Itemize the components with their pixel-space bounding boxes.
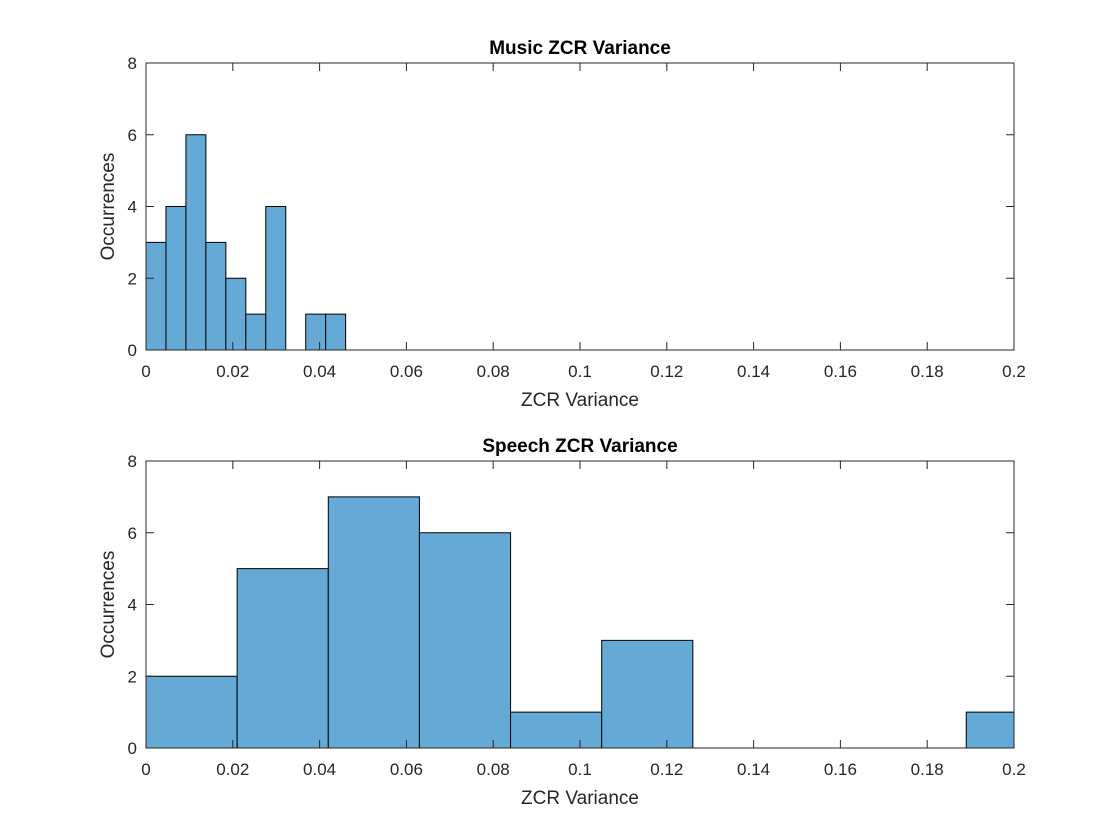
x-tick-label: 0.04	[303, 760, 336, 779]
x-tick-label: 0.12	[650, 362, 683, 381]
y-tick-label: 2	[128, 667, 137, 686]
y-tick-label: 6	[128, 126, 137, 145]
histogram-bar	[205, 241, 227, 351]
x-tick-label: 0.2	[1002, 362, 1026, 381]
x-axis-label: ZCR Variance	[521, 390, 639, 411]
histogram-bar	[601, 639, 694, 749]
histogram-bar	[225, 277, 247, 351]
y-tick-label: 4	[128, 596, 137, 615]
histogram-bar	[185, 134, 207, 351]
x-tick-label: 0.1	[568, 760, 592, 779]
y-axis-label: Occurrences	[98, 153, 119, 261]
axis-ticks: 0 0.02 0.04 0.06 0.08 0.1 0.12 0.14 0.16 0.18 0.2 0…	[128, 54, 1026, 381]
y-tick-label: 4	[128, 198, 137, 217]
x-tick-label: 0.02	[216, 362, 249, 381]
x-tick-label: 0.2	[1002, 760, 1026, 779]
histogram-bar	[510, 711, 603, 749]
axis-ticks: 0 0.02 0.04 0.06 0.08 0.1 0.12 0.14 0.16 0.18 0.2 0…	[128, 452, 1026, 779]
x-tick-label: 0.14	[737, 760, 770, 779]
x-tick-label: 0.08	[477, 760, 510, 779]
x-tick-label: 0	[141, 760, 150, 779]
histogram-bars	[145, 496, 1015, 749]
subplot-speech: Speech ZCR Variance 0 0.02 0.04 0.06 0.08 0.1…	[98, 436, 1026, 809]
x-tick-label: 0	[141, 362, 150, 381]
histogram-bar	[145, 675, 238, 749]
y-tick-label: 0	[128, 739, 137, 758]
y-tick-label: 0	[128, 341, 137, 360]
x-tick-label: 0.14	[737, 362, 770, 381]
histogram-bar	[265, 206, 287, 351]
histogram-bar	[327, 496, 420, 749]
subplot-title: Music ZCR Variance	[489, 38, 671, 59]
y-tick-label: 6	[128, 524, 137, 543]
y-tick-label: 2	[128, 269, 137, 288]
histogram-bar	[145, 241, 167, 351]
axes-box	[145, 62, 1015, 351]
subplot-title: Speech ZCR Variance	[482, 436, 677, 457]
histogram-bar	[305, 313, 327, 351]
subplot-music: Music ZCR Variance 0 0.02 0.04 0.06 0.08 0.1 0…	[98, 38, 1026, 411]
y-axis-label: Occurrences	[98, 551, 119, 659]
histogram-bars	[145, 134, 347, 351]
y-tick-label: 8	[128, 54, 137, 73]
x-tick-label: 0.16	[824, 760, 857, 779]
x-tick-label: 0.12	[650, 760, 683, 779]
histogram-bar	[236, 568, 329, 749]
x-tick-label: 0.04	[303, 362, 336, 381]
x-tick-label: 0.08	[477, 362, 510, 381]
y-tick-label: 8	[128, 452, 137, 471]
histogram-bar	[165, 206, 187, 351]
x-tick-label: 0.06	[390, 760, 423, 779]
axes-box	[145, 460, 1015, 749]
x-tick-label: 0.18	[911, 760, 944, 779]
x-tick-label: 0.16	[824, 362, 857, 381]
x-axis-label: ZCR Variance	[521, 788, 639, 809]
x-tick-label: 0.18	[911, 362, 944, 381]
x-tick-label: 0.06	[390, 362, 423, 381]
histogram-bar	[245, 313, 267, 351]
histogram-bar	[418, 532, 512, 749]
x-tick-label: 0.02	[216, 760, 249, 779]
x-tick-label: 0.1	[568, 362, 592, 381]
histogram-bar	[325, 313, 347, 351]
histogram-bar	[965, 711, 1015, 749]
